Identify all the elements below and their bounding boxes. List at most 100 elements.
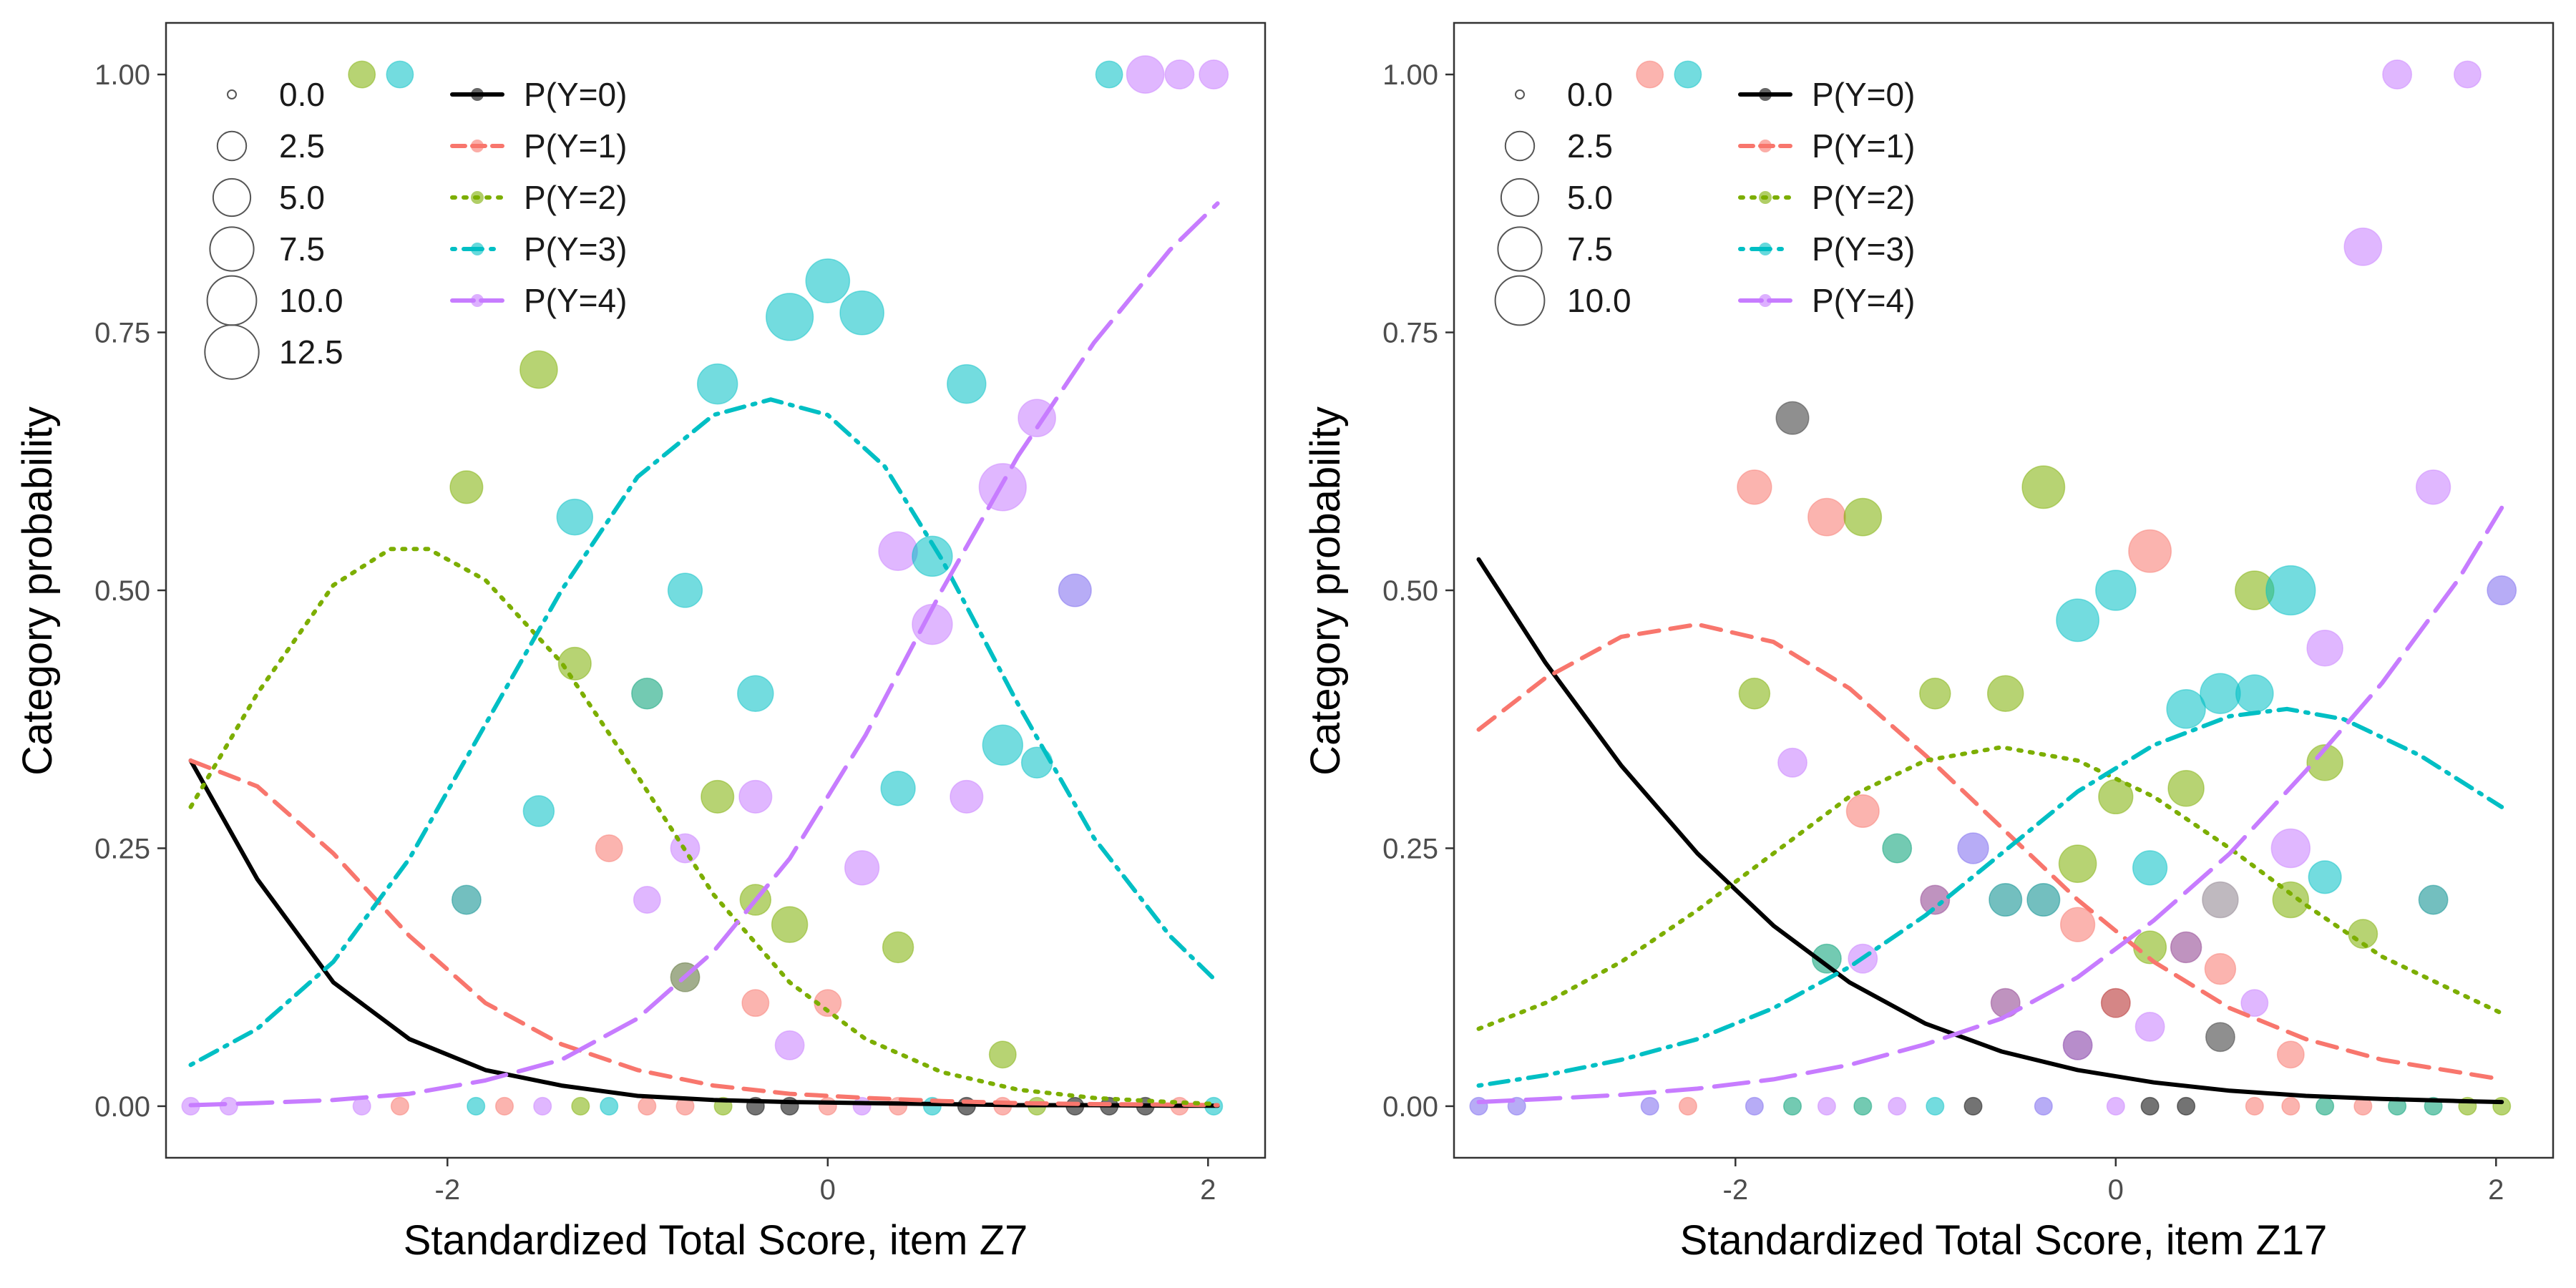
scatter-point <box>2415 469 2451 505</box>
scatter-point <box>2306 744 2343 781</box>
scatter-point <box>1738 677 1771 710</box>
scatter-point <box>1811 943 1842 974</box>
scatter-point <box>852 1096 872 1116</box>
scatter-point <box>2245 1096 2264 1116</box>
scatter-point <box>2205 1022 2235 1053</box>
size-legend-key <box>1500 177 1540 218</box>
scatter-point <box>2128 529 2172 573</box>
scatter-point <box>533 1096 552 1116</box>
x-axis-title-left: Standardized Total Score, item Z7 <box>404 1217 1028 1264</box>
size-legend-key <box>212 177 252 218</box>
line-legend-label: P(Y=0) <box>524 76 627 113</box>
plot-content <box>181 55 1229 1116</box>
scatter-point <box>1126 55 1165 94</box>
x-tick-label: 0 <box>2108 1174 2124 1206</box>
scatter-point <box>771 906 809 943</box>
line-legend-key-dot <box>1759 243 1772 255</box>
scatter-point <box>765 293 814 341</box>
scatter-point <box>947 364 987 404</box>
scatter-point <box>2132 850 2168 886</box>
scatter-point <box>1199 59 1229 90</box>
line-legend-label: P(Y=1) <box>524 127 627 165</box>
scatter-point <box>1957 832 1989 864</box>
line-legend-key-dot <box>1759 294 1772 307</box>
scatter-point <box>2418 884 2449 915</box>
line-legend: P(Y=0) P(Y=1) P(Y=2) P(Y=3) P(Y=4) <box>1738 76 1915 319</box>
scatter-point <box>2106 1096 2125 1116</box>
scatter-point <box>2135 1011 2165 1042</box>
line-legend-key-dot <box>471 140 484 152</box>
scatter-point <box>1888 1096 1907 1116</box>
series-line <box>1476 706 2504 1088</box>
size-legend-label: 5.0 <box>1567 179 1613 216</box>
size-legend-label: 0.0 <box>279 76 325 113</box>
scatter-point <box>2235 674 2274 713</box>
y-tick-label: 0.00 <box>94 1091 150 1123</box>
scatter-point <box>2487 575 2517 605</box>
line-legend-label: P(Y=4) <box>524 282 627 319</box>
scatter-point <box>818 1096 837 1116</box>
scatter-point <box>2200 673 2241 714</box>
size-legend-label: 0.0 <box>1567 76 1613 113</box>
scatter-point <box>738 779 773 814</box>
line-legend-key-dot <box>471 88 484 101</box>
size-legend-label: 2.5 <box>279 127 325 165</box>
scatter-point <box>556 498 594 536</box>
size-legend-key <box>227 89 237 99</box>
y-tick-label: 0.75 <box>1382 318 1438 349</box>
y-tick-label: 0.25 <box>1382 833 1438 864</box>
scatter-point <box>1095 60 1123 89</box>
scatter-point <box>2056 598 2100 643</box>
scatter-point <box>1782 1096 1802 1116</box>
line-legend-label: P(Y=2) <box>1812 179 1915 216</box>
line-legend-key-dot <box>471 294 484 307</box>
scatter-point <box>390 1096 409 1116</box>
scatter-point <box>1817 1096 1836 1116</box>
scatter-point <box>1020 746 1053 779</box>
y-tick-label: 0.75 <box>94 318 150 349</box>
size-legend-key <box>204 324 260 380</box>
scatter-point <box>982 724 1024 766</box>
size-legend: 0.0 2.5 5.0 7.5 10.0 <box>1494 76 1631 326</box>
scatter-point <box>2265 565 2316 616</box>
scatter-point <box>386 60 414 89</box>
scatter-point <box>2100 987 2131 1018</box>
scatter-point <box>1775 401 1810 435</box>
series-line <box>188 397 1220 1068</box>
scatter-point <box>988 1040 1017 1069</box>
scatter-point <box>741 989 770 1018</box>
series-line <box>1476 745 2504 1031</box>
scatter-point <box>844 850 880 886</box>
x-tick-label: 2 <box>1200 1174 1216 1206</box>
series-line <box>188 201 1220 1108</box>
series-line <box>188 758 1220 1108</box>
scatter-point <box>557 646 592 680</box>
scatter-point <box>2026 882 2061 917</box>
scatter-point <box>2202 881 2239 919</box>
chart-panel-right: 0.00 0.25 0.50 0.75 1.00 -2 0 2 0.0 2.5 5.0 7.5 10.0… <box>1382 21 2555 1206</box>
scatter-point <box>1989 882 2023 917</box>
y-tick-label: 0.25 <box>94 833 150 864</box>
chart-panel-left: 0.00 0.25 0.50 0.75 1.00 -2 0 2 0.0 2.5 5.0 7.5 10.0… <box>94 21 1267 1206</box>
line-legend-key-dot <box>1759 191 1772 204</box>
y-axis-title-right: Category probability <box>1302 406 1349 776</box>
size-legend: 0.0 2.5 5.0 7.5 10.0 12.5 <box>204 76 343 380</box>
scatter-point <box>2140 1096 2160 1116</box>
scatter-point <box>2316 1096 2335 1116</box>
scatter-point <box>467 1096 486 1116</box>
scatter-point <box>2170 931 2202 964</box>
line-legend-key-dot <box>1759 88 1772 101</box>
size-legend-label: 7.5 <box>279 230 325 268</box>
y-tick-label: 0.50 <box>1382 575 1438 607</box>
scatter-point <box>1807 497 1846 537</box>
y-axis-title-left: Category probability <box>14 406 61 776</box>
x-tick-label: 0 <box>820 1174 836 1206</box>
scatter-point <box>2306 629 2343 667</box>
y-tick-label: 0.00 <box>1382 1091 1438 1123</box>
scatter-point <box>2062 1030 2093 1060</box>
scatter-point <box>2167 770 2205 807</box>
y-tick-label: 0.50 <box>94 575 150 607</box>
scatter-point <box>2204 952 2237 985</box>
scatter-point <box>1920 884 1951 915</box>
